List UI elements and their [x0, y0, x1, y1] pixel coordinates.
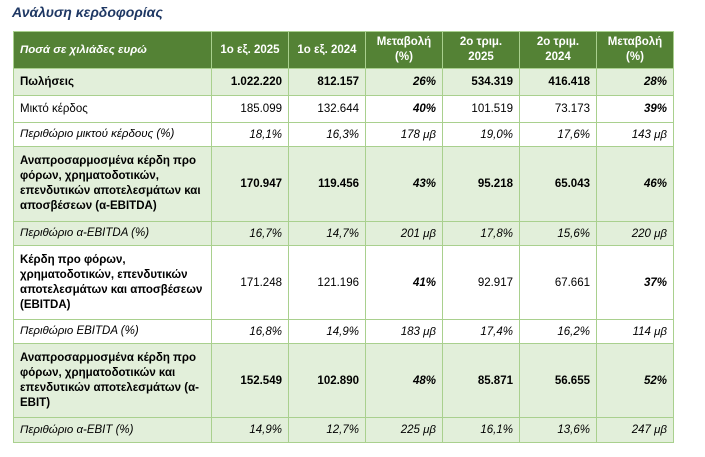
cell-q2-2024: 15,6% — [519, 221, 597, 246]
cell-q2-2024: 67.661 — [519, 245, 597, 320]
table-row-adjusted-ebitda: Αναπροσαρμοσμένα κέρδη προ φόρων, χρηματ… — [13, 146, 674, 222]
table-row-gross-profit: Μικτό κέρδος 185.099 132.644 40% 101.519… — [13, 95, 674, 123]
row-label: Κέρδη προ φόρων, χρηματοδοτικών, επενδυτ… — [13, 245, 212, 320]
column-header-q2-2024: 2ο τριμ. 2024 — [519, 31, 597, 69]
cell-q2-2024: 73.173 — [519, 95, 597, 123]
cell-h1-2024: 14,7% — [288, 221, 366, 246]
cell-h1-2024: 102.890 — [288, 343, 366, 418]
cell-q2-change: 220 μβ — [596, 221, 674, 246]
cell-q2-change: 114 μβ — [596, 319, 674, 344]
cell-h1-change: 48% — [365, 343, 443, 418]
cell-h1-2024: 812.157 — [288, 68, 366, 96]
cell-q2-2024: 65.043 — [519, 146, 597, 222]
cell-q2-change: 247 μβ — [596, 417, 674, 443]
cell-h1-change: 225 μβ — [365, 417, 443, 443]
cell-q2-2025: 95.218 — [442, 146, 520, 222]
profitability-table: Ποσά σε χιλιάδες ευρώ 1ο εξ. 2025 1ο εξ.… — [13, 31, 674, 443]
cell-q2-2025: 92.917 — [442, 245, 520, 320]
row-label: Περιθώριο α-EBITDA (%) — [13, 221, 212, 246]
cell-h1-2024: 14,9% — [288, 319, 366, 344]
cell-h1-2025: 170.947 — [211, 146, 289, 222]
cell-q2-change: 46% — [596, 146, 674, 222]
cell-q2-2024: 16,2% — [519, 319, 597, 344]
column-header-h1-2024: 1ο εξ. 2024 — [288, 31, 366, 69]
row-label: Αναπροσαρμοσμένα κέρδη προ φόρων, χρηματ… — [13, 146, 212, 222]
row-label: Περιθώριο μικτού κέρδους (%) — [13, 122, 212, 147]
table-row-gross-margin: Περιθώριο μικτού κέρδους (%) 18,1% 16,3%… — [13, 122, 674, 147]
cell-q2-change: 143 μβ — [596, 122, 674, 147]
cell-h1-2024: 12,7% — [288, 417, 366, 443]
row-label: Περιθώριο α-EBIT (%) — [13, 417, 212, 443]
cell-h1-change: 43% — [365, 146, 443, 222]
cell-q2-2025: 19,0% — [442, 122, 520, 147]
cell-h1-2024: 132.644 — [288, 95, 366, 123]
cell-h1-2024: 119.456 — [288, 146, 366, 222]
column-header-q2-2025: 2ο τριμ. 2025 — [442, 31, 520, 69]
cell-q2-2025: 85.871 — [442, 343, 520, 418]
column-header-q2-change: Μεταβολή (%) — [596, 31, 674, 69]
cell-h1-change: 183 μβ — [365, 319, 443, 344]
cell-h1-change: 41% — [365, 245, 443, 320]
cell-q2-2024: 56.655 — [519, 343, 597, 418]
cell-h1-2025: 16,7% — [211, 221, 289, 246]
cell-q2-change: 39% — [596, 95, 674, 123]
cell-q2-change: 37% — [596, 245, 674, 320]
column-header-h1-2025: 1ο εξ. 2025 — [211, 31, 289, 69]
cell-h1-2025: 185.099 — [211, 95, 289, 123]
cell-h1-2024: 121.196 — [288, 245, 366, 320]
cell-h1-2025: 16,8% — [211, 319, 289, 344]
row-label: Μικτό κέρδος — [13, 95, 212, 123]
cell-h1-2025: 152.549 — [211, 343, 289, 418]
cell-q2-2025: 17,8% — [442, 221, 520, 246]
cell-h1-2025: 171.248 — [211, 245, 289, 320]
cell-h1-change: 178 μβ — [365, 122, 443, 147]
cell-h1-change: 26% — [365, 68, 443, 96]
cell-h1-2025: 18,1% — [211, 122, 289, 147]
row-label: Περιθώριο EBITDA (%) — [13, 319, 212, 344]
row-label: Αναπροσαρμοσμένα κέρδη προ φόρων, χρηματ… — [13, 343, 212, 418]
cell-h1-2025: 14,9% — [211, 417, 289, 443]
column-header-amounts: Ποσά σε χιλιάδες ευρώ — [13, 31, 212, 69]
cell-q2-change: 52% — [596, 343, 674, 418]
cell-q2-change: 28% — [596, 68, 674, 96]
cell-h1-change: 201 μβ — [365, 221, 443, 246]
table-row-sales: Πωλήσεις 1.022.220 812.157 26% 534.319 4… — [13, 68, 674, 96]
cell-q2-2024: 17,6% — [519, 122, 597, 147]
row-label: Πωλήσεις — [13, 68, 212, 96]
section-title: Ανάλυση κερδοφορίας — [12, 4, 163, 20]
cell-q2-2024: 416.418 — [519, 68, 597, 96]
table-row-adjusted-ebit-margin: Περιθώριο α-EBIT (%) 14,9% 12,7% 225 μβ … — [13, 417, 674, 443]
table-row-ebitda: Κέρδη προ φόρων, χρηματοδοτικών, επενδυτ… — [13, 245, 674, 320]
cell-h1-2024: 16,3% — [288, 122, 366, 147]
cell-h1-change: 40% — [365, 95, 443, 123]
cell-q2-2025: 16,1% — [442, 417, 520, 443]
table-row-adjusted-ebit: Αναπροσαρμοσμένα κέρδη προ φόρων, χρηματ… — [13, 343, 674, 418]
table-row-adjusted-ebitda-margin: Περιθώριο α-EBITDA (%) 16,7% 14,7% 201 μ… — [13, 221, 674, 246]
cell-q2-2024: 13,6% — [519, 417, 597, 443]
cell-q2-2025: 17,4% — [442, 319, 520, 344]
column-header-h1-change: Μεταβολή (%) — [365, 31, 443, 69]
cell-q2-2025: 534.319 — [442, 68, 520, 96]
table-row-ebitda-margin: Περιθώριο EBITDA (%) 16,8% 14,9% 183 μβ … — [13, 319, 674, 344]
cell-h1-2025: 1.022.220 — [211, 68, 289, 96]
table-header-row: Ποσά σε χιλιάδες ευρώ 1ο εξ. 2025 1ο εξ.… — [13, 31, 674, 69]
cell-q2-2025: 101.519 — [442, 95, 520, 123]
